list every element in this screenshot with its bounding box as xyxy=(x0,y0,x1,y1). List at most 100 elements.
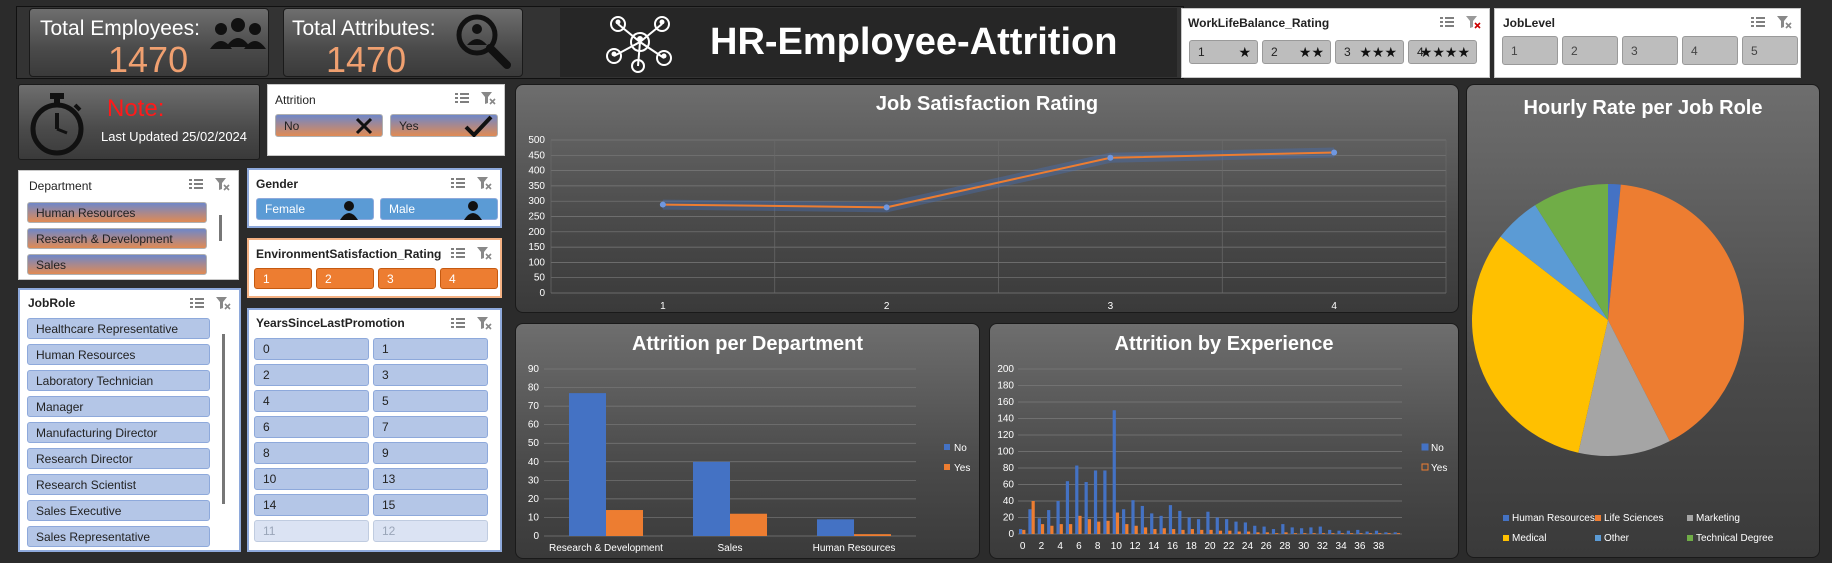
promotion-item-6[interactable]: 6 xyxy=(254,416,369,438)
wlb-item-1[interactable]: 1 ★ xyxy=(1189,40,1258,64)
legend-swatch xyxy=(1595,515,1601,521)
multi-select-icon[interactable] xyxy=(188,177,204,191)
joblevel-item-1[interactable]: 1 xyxy=(1502,36,1558,65)
wlb-item-2[interactable]: 2 ★★ xyxy=(1262,40,1331,64)
slicer-title: Gender xyxy=(256,177,299,191)
y-tick-label: 100 xyxy=(528,257,545,268)
jobrole-scrollbar[interactable] xyxy=(222,334,225,504)
jobrole-item[interactable]: Research Director xyxy=(27,448,210,469)
pie-slice xyxy=(1472,236,1608,453)
slicer-title: JobRole xyxy=(28,296,76,310)
jobrole-item-label: Laboratory Technician xyxy=(36,373,154,388)
bar-yes xyxy=(1022,529,1026,534)
bar-no xyxy=(1299,528,1304,534)
x-tick-label: 10 xyxy=(1111,541,1123,552)
joblevel-item-2[interactable]: 2 xyxy=(1562,36,1618,65)
jobrole-item[interactable]: Human Resources xyxy=(27,344,210,365)
multi-select-icon[interactable] xyxy=(1439,15,1455,29)
promotion-item-12[interactable]: 12 xyxy=(373,520,488,542)
environment-item-4[interactable]: 4 xyxy=(440,268,498,289)
bar-no xyxy=(1019,529,1023,534)
multi-select-icon[interactable] xyxy=(189,296,205,310)
y-tick-label: 300 xyxy=(528,196,545,207)
clear-filter-icon[interactable] xyxy=(476,316,492,330)
male-user-icon xyxy=(464,201,482,220)
note-updated: Last Updated 25/02/2024 xyxy=(101,129,248,144)
y-tick-label: 10 xyxy=(528,512,540,523)
clear-filter-icon[interactable] xyxy=(214,177,230,191)
joblevel-item-4[interactable]: 4 xyxy=(1682,36,1738,65)
clear-filter-icon[interactable] xyxy=(1465,15,1481,29)
wlb-item-4[interactable]: 4 ★★★★ xyxy=(1408,40,1477,64)
promotion-item-10[interactable]: 10 xyxy=(254,468,369,490)
environment-item-1-label: 1 xyxy=(263,271,270,286)
jobrole-item[interactable]: Sales Representative xyxy=(27,526,210,547)
legend-label: Other xyxy=(1604,533,1630,544)
bar-no xyxy=(1159,515,1163,534)
promotion-item-11[interactable]: 11 xyxy=(254,520,369,542)
jobrole-item[interactable]: Research Scientist xyxy=(27,474,210,495)
x-tick-label: 26 xyxy=(1261,541,1273,552)
bar-yes xyxy=(1097,521,1101,534)
jobrole-item[interactable]: Manager xyxy=(27,396,210,417)
bar-yes xyxy=(1368,533,1372,534)
clear-filter-icon[interactable] xyxy=(480,91,496,105)
x-tick-label: 22 xyxy=(1223,541,1235,552)
promotion-item-14[interactable]: 14 xyxy=(254,494,369,516)
multi-select-icon[interactable] xyxy=(450,176,466,190)
bar-yes xyxy=(730,513,767,536)
promotion-item-9[interactable]: 9 xyxy=(373,442,488,464)
bar-no xyxy=(1168,505,1173,534)
legend-swatch xyxy=(944,464,950,470)
jobrole-item[interactable]: Healthcare Representative xyxy=(27,318,210,339)
gender-female-button[interactable]: Female xyxy=(256,198,374,220)
bar-no xyxy=(1346,530,1351,534)
multi-select-icon[interactable] xyxy=(450,246,466,260)
department-scrollbar[interactable] xyxy=(219,215,222,241)
clear-filter-icon[interactable] xyxy=(215,296,231,310)
department-item[interactable]: Human Resources xyxy=(27,202,207,223)
department-item[interactable]: Sales xyxy=(27,254,207,275)
promotion-item-0[interactable]: 0 xyxy=(254,338,369,360)
gender-male-label: Male xyxy=(389,202,416,216)
attrition-yes-button[interactable]: Yes xyxy=(390,114,498,137)
environment-item-3[interactable]: 3 xyxy=(378,268,436,289)
environment-item-2[interactable]: 2 xyxy=(316,268,374,289)
multi-select-icon[interactable] xyxy=(450,316,466,330)
clear-filter-icon[interactable] xyxy=(476,246,492,260)
bar-no xyxy=(1084,482,1088,534)
promotion-item-7[interactable]: 7 xyxy=(373,416,488,438)
department-item[interactable]: Research & Development xyxy=(27,228,207,249)
attrition-no-button[interactable]: No xyxy=(275,114,383,137)
promotion-item-5[interactable]: 5 xyxy=(373,390,488,412)
slicer-title: EnvironmentSatisfaction_Rating xyxy=(256,247,442,261)
joblevel-item-3[interactable]: 3 xyxy=(1622,36,1678,65)
legend-label: Yes xyxy=(1431,463,1447,474)
multi-select-icon[interactable] xyxy=(454,91,470,105)
star-rating-icon: ★★★ xyxy=(1359,43,1397,60)
gender-male-button[interactable]: Male xyxy=(380,198,498,220)
promotion-item-3-label: 3 xyxy=(382,368,389,382)
joblevel-item-5[interactable]: 5 xyxy=(1742,36,1798,65)
clear-filter-icon[interactable] xyxy=(476,176,492,190)
promotion-item-3[interactable]: 3 xyxy=(373,364,488,386)
jobrole-item[interactable]: Laboratory Technician xyxy=(27,370,210,391)
jobrole-item[interactable]: Manufacturing Director xyxy=(27,422,210,443)
slicer-gender: Gender Female Male xyxy=(247,168,502,228)
promotion-item-1[interactable]: 1 xyxy=(373,338,488,360)
environment-item-1[interactable]: 1 xyxy=(254,268,312,289)
y-tick-label: 0 xyxy=(533,531,539,542)
slicer-environment: EnvironmentSatisfaction_Rating 1 2 3 4 xyxy=(247,238,502,298)
promotion-item-8[interactable]: 8 xyxy=(254,442,369,464)
bar-no xyxy=(1187,517,1191,534)
clear-filter-icon[interactable] xyxy=(1776,15,1792,29)
wlb-item-3[interactable]: 3 ★★★ xyxy=(1335,40,1404,64)
promotion-item-4[interactable]: 4 xyxy=(254,390,369,412)
promotion-item-13[interactable]: 13 xyxy=(373,468,488,490)
bar-no xyxy=(1374,530,1379,534)
jobrole-item[interactable]: Sales Executive xyxy=(27,500,210,521)
promotion-item-2[interactable]: 2 xyxy=(254,364,369,386)
promotion-item-15[interactable]: 15 xyxy=(373,494,488,516)
multi-select-icon[interactable] xyxy=(1750,15,1766,29)
chart-attrition-department: Attrition per Department 0 10 20 30 40 50 60 70… xyxy=(515,323,980,559)
